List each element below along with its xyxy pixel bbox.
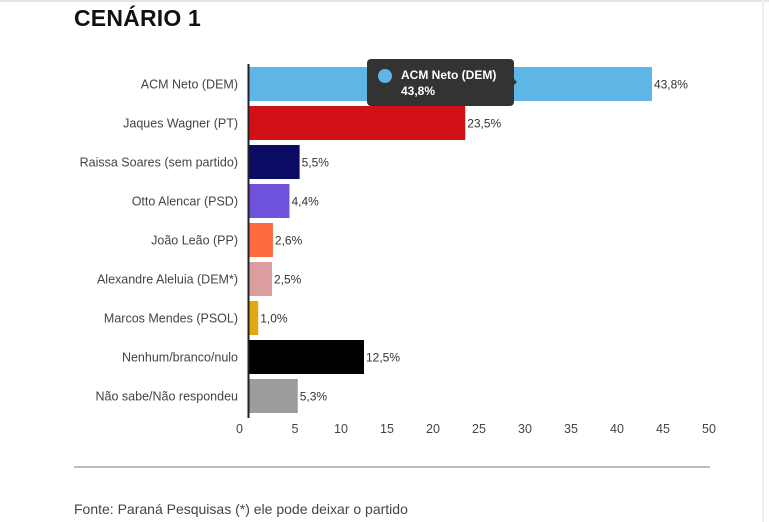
x-tick-label: 25 [472,422,486,436]
value-label: 4,4% [291,195,319,209]
category-label: Marcos Mendes (PSOL) [104,312,238,326]
category-label: Raissa Soares (sem partido) [80,156,238,170]
value-label: 2,6% [275,234,303,248]
category-label: Otto Alencar (PSD) [132,195,238,209]
bar[interactable] [249,379,298,413]
right-rule [762,0,764,522]
value-label: 43,8% [654,78,688,92]
footer-divider [74,466,710,468]
source-note: Fonte: Paraná Pesquisas (*) ele pode dei… [74,501,408,517]
bar[interactable] [249,145,300,179]
value-label: 1,0% [260,312,288,326]
category-label: João Leão (PP) [151,234,238,248]
bar[interactable] [249,223,273,257]
x-tick-label: 50 [702,422,716,436]
x-tick-label: 15 [380,422,394,436]
tooltip-color-dot [378,69,392,83]
x-tick-label: 10 [334,422,348,436]
value-label: 5,5% [302,156,330,170]
x-tick-label: 20 [426,422,440,436]
x-tick-label: 5 [292,422,299,436]
category-label: Nenhum/branco/nulo [122,351,238,365]
x-tick-label: 45 [656,422,670,436]
category-label: Jaques Wagner (PT) [123,117,238,131]
bar[interactable] [249,106,466,140]
value-label: 23,5% [467,117,501,131]
category-label: Não sabe/Não respondeu [96,390,239,404]
category-label: ACM Neto (DEM) [141,78,238,92]
value-label: 5,3% [300,390,328,404]
value-label: 12,5% [366,351,400,365]
bar[interactable] [249,262,272,296]
x-tick-label: 30 [518,422,532,436]
bar[interactable] [249,340,364,374]
bar[interactable] [249,184,290,218]
bar[interactable] [249,301,259,335]
tooltip-series-name: ACM Neto (DEM) [401,68,497,82]
x-tick-label: 40 [610,422,624,436]
x-tick-label: 0 [236,422,243,436]
value-label: 2,5% [274,273,302,287]
chart-tooltip: ACM Neto (DEM) 43,8% [367,59,514,106]
chart-title: CENÁRIO 1 [74,5,202,31]
tooltip-value: 43,8% [401,84,436,98]
top-rule [0,0,769,2]
x-tick-label: 35 [564,422,578,436]
category-label: Alexandre Aleluia (DEM*) [97,273,238,287]
